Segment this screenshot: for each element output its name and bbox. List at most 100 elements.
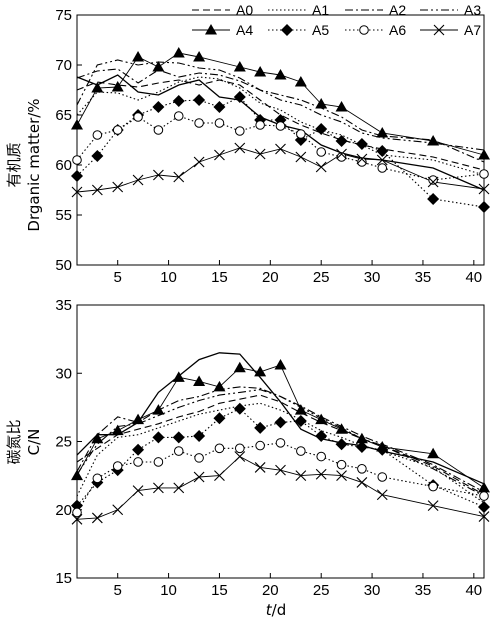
data-point-a7 [427,500,439,512]
data-point-a4 [427,447,440,459]
data-point-a6 [72,155,82,165]
y-tick-label: 70 [55,57,72,74]
data-point-a5 [172,431,185,444]
data-point-a4 [294,404,307,415]
data-point-a4 [335,423,348,434]
y-tick-label: 20 [55,502,72,519]
data-point-a6 [336,152,347,162]
x-axis-label: t/d [266,601,286,619]
data-point-a4 [132,51,145,62]
legend-label-a7: A7 [464,22,481,38]
data-point-a4 [91,82,104,93]
data-point-a4 [193,375,206,386]
data-point-a7 [112,504,124,516]
data-point-a6 [479,491,489,501]
y-tick-label: 75 [55,7,72,24]
data-point-a7 [214,470,225,482]
x-tick-label: 5 [114,269,122,286]
data-point-a6 [255,440,265,451]
data-point-a6 [214,118,225,128]
data-point-a5 [71,499,83,512]
data-point-a4 [172,371,185,382]
data-point-a4 [193,51,206,62]
data-point-a4 [315,98,328,109]
data-point-a4 [478,149,490,160]
y-tick-label: 55 [55,207,72,224]
data-point-a5 [294,415,307,428]
data-point-a5 [315,430,328,443]
data-point-a7 [91,184,103,196]
series-line-a2 [76,68,485,163]
y-tick-label: 35 [55,297,72,314]
data-point-a7 [193,471,205,483]
data-point-a5 [478,201,490,213]
data-point-a4 [254,66,267,77]
data-point-a6 [275,438,286,448]
data-point-a5 [152,101,165,113]
data-point-a5 [91,150,104,162]
data-point-a6 [479,169,489,179]
data-point-a4 [213,380,226,392]
data-point-a6 [194,118,204,128]
data-point-a7 [254,462,266,473]
data-point-a4 [91,432,104,444]
legend-marker-a4 [205,24,217,35]
data-point-a6 [173,446,184,456]
data-point-a5 [335,135,348,147]
data-point-a4 [71,469,83,481]
y-axis-label-en: C/N [25,429,43,456]
data-point-a7 [193,156,205,168]
data-point-a7 [376,154,388,166]
data-point-a4 [152,61,165,72]
legend-label-a1: A1 [312,2,329,18]
legend: A0 A1 A2 A3 A4 A5 A6 A7 [192,2,481,38]
x-tick-label: 15 [211,582,228,599]
data-point-a6 [112,125,123,135]
data-point-a5 [71,170,83,182]
data-point-a5 [233,402,246,415]
data-point-a7 [132,174,144,186]
data-point-a6 [316,451,327,462]
data-point-a5 [335,438,348,451]
data-point-a6 [428,481,438,492]
series-line-a1 [76,76,485,176]
x-axis-label-unit: /d [272,601,287,619]
data-point-a7 [234,142,246,154]
data-point-a7 [234,451,246,462]
data-point-a4 [172,47,185,58]
data-point-a4 [254,365,267,377]
data-point-a5 [172,95,185,107]
x-tick-label: 35 [415,269,432,286]
data-point-a5 [274,416,287,429]
data-point-a4 [294,76,307,87]
data-point-a6 [173,111,184,121]
data-point-a5 [213,101,226,113]
data-point-a6 [255,120,265,130]
data-point-a7 [173,482,185,494]
data-point-a7 [295,151,307,163]
data-point-a4 [71,119,83,130]
data-point-a4 [132,413,145,425]
data-point-a7 [71,513,83,525]
y-tick-label: 65 [55,107,72,124]
x-tick-label: 25 [313,269,330,286]
data-point-a7 [153,482,164,494]
data-point-a5 [233,91,246,103]
data-point-a7 [356,477,368,488]
data-point-a4 [315,413,328,425]
data-point-a5 [213,412,226,425]
x-tick-label: 30 [364,582,381,599]
data-point-a6 [336,459,347,470]
y-tick-label: 30 [55,365,72,382]
legend-label-a6: A6 [389,22,406,38]
data-point-a5 [376,443,389,456]
data-point-a6 [377,472,388,482]
y-axis-label-cn: 碳氮比 [5,419,23,464]
data-point-a6 [153,457,164,467]
data-point-a7 [71,186,83,198]
x-tick-label: 10 [160,582,177,599]
y-tick-label: 60 [55,157,72,174]
data-point-a6 [357,157,367,167]
data-point-a7 [214,149,225,161]
